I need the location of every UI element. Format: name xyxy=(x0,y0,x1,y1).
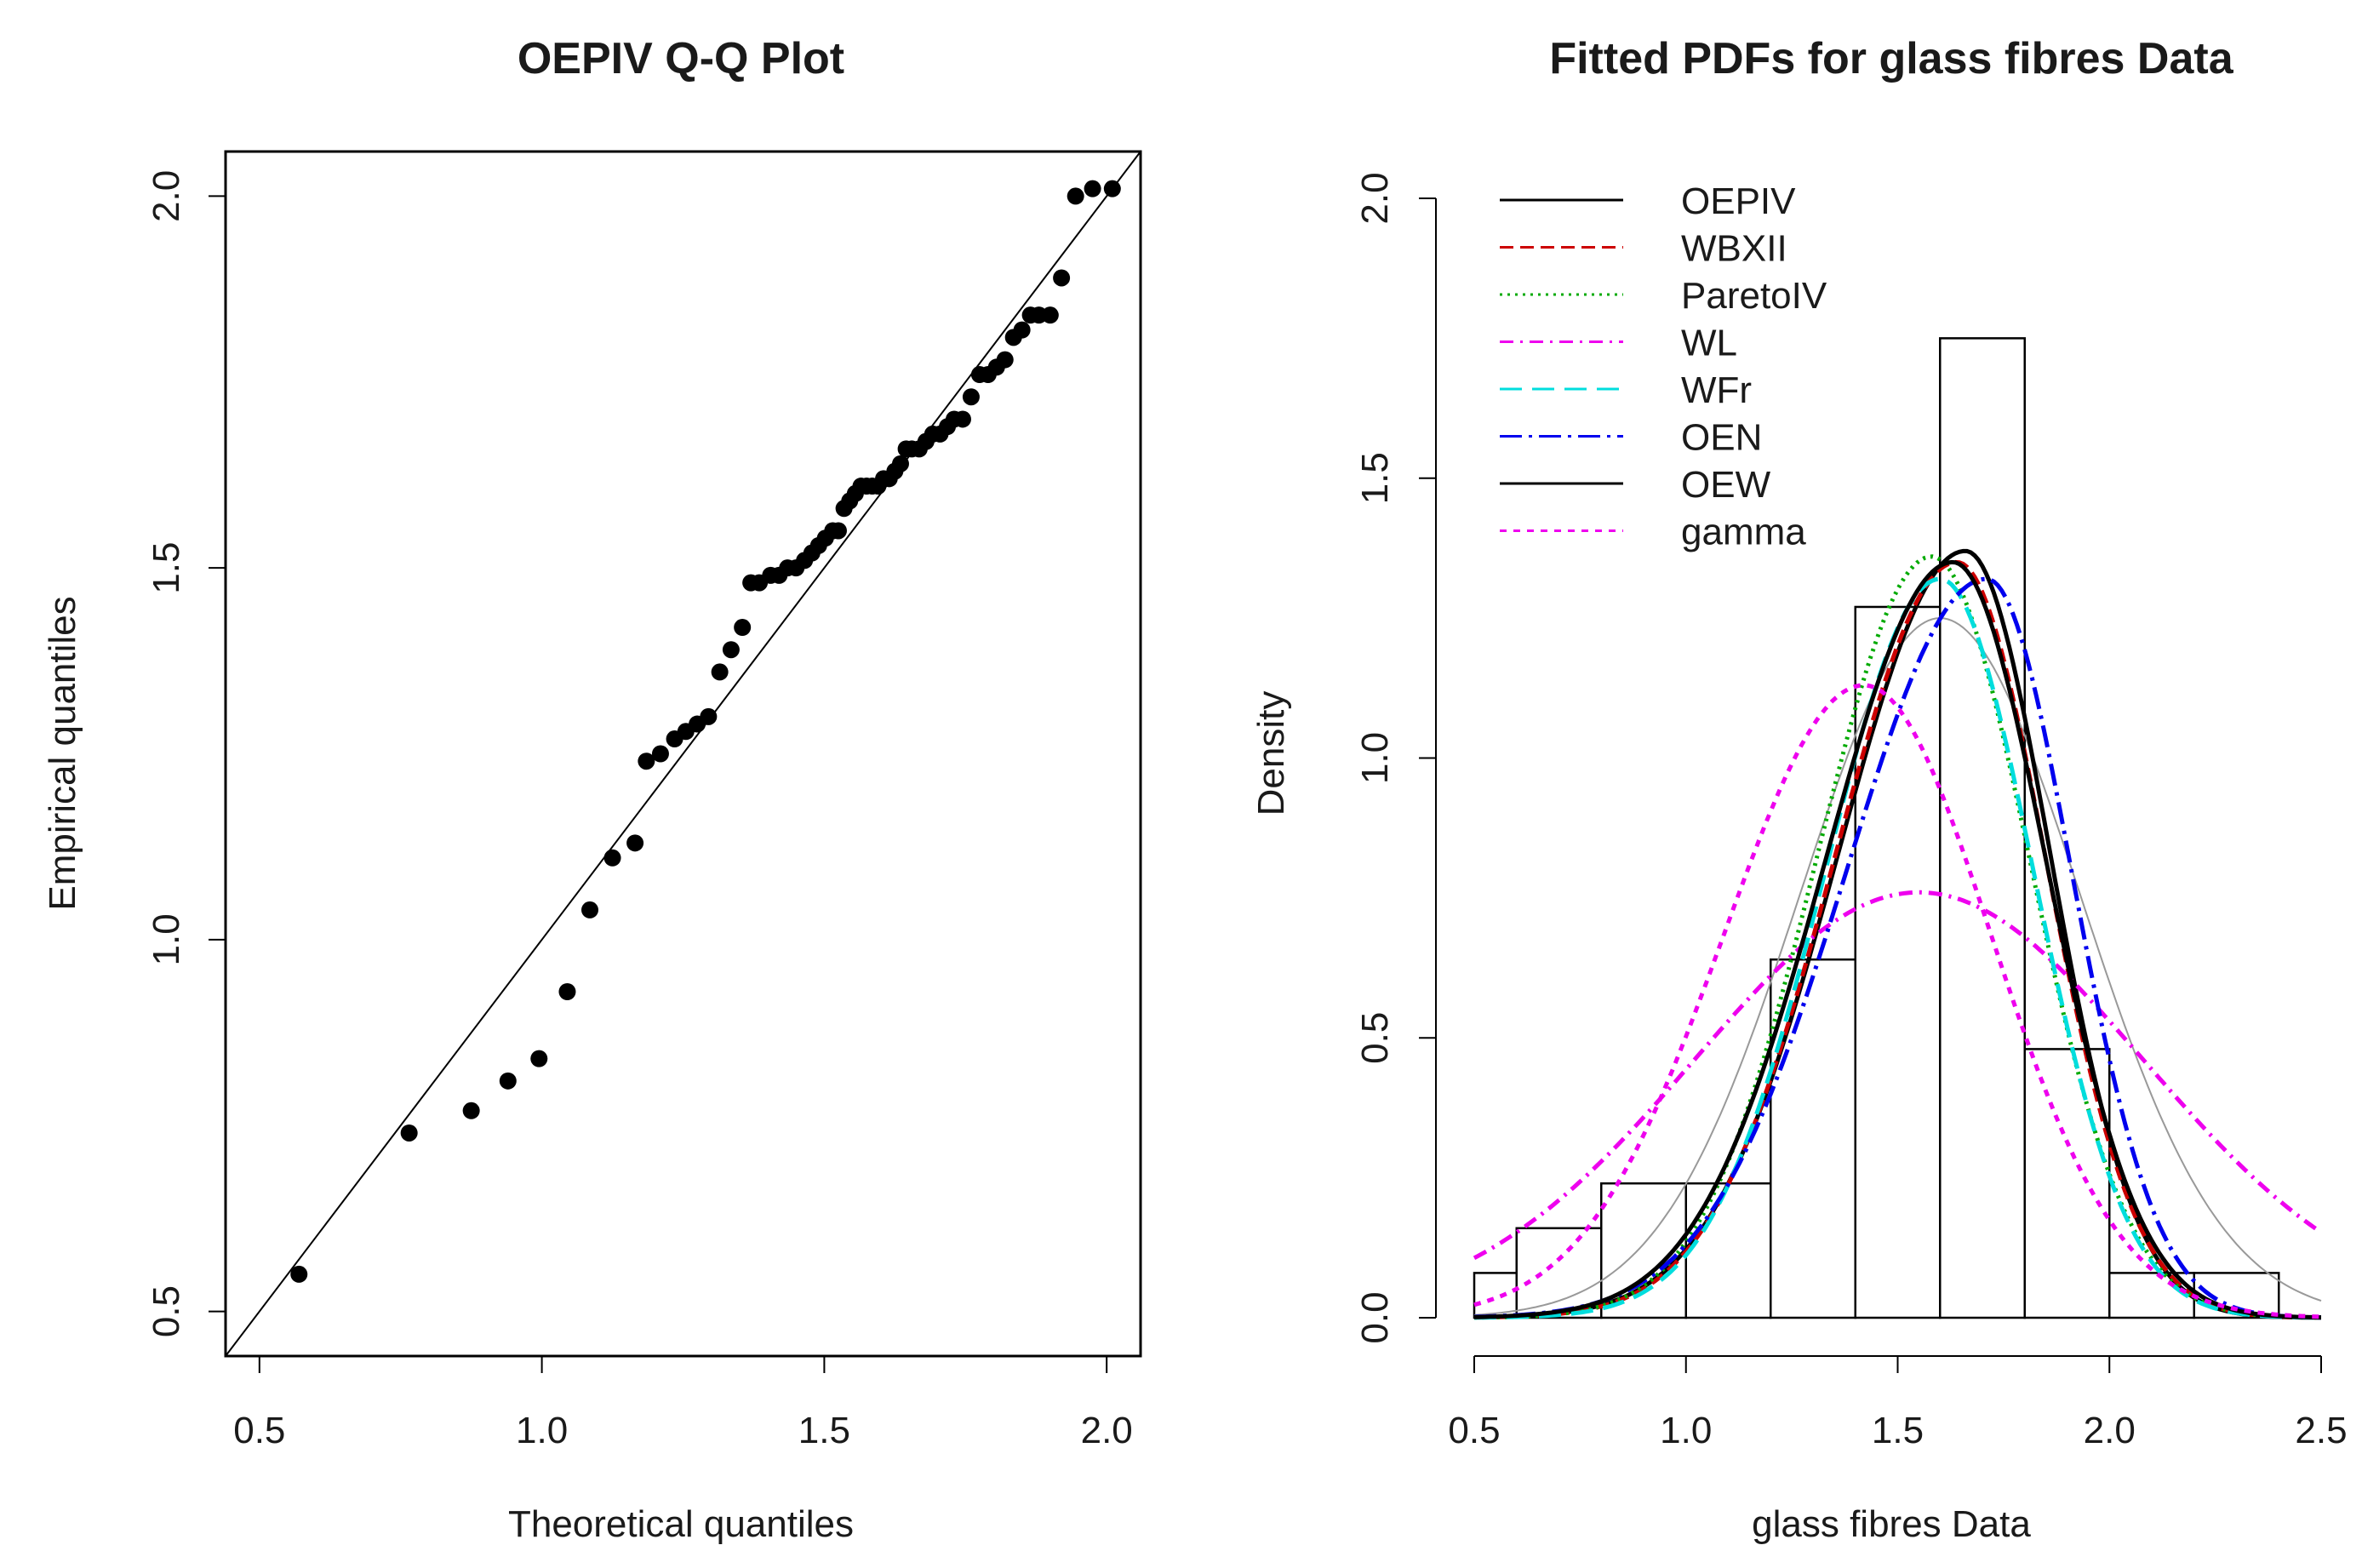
qq-point xyxy=(638,753,655,770)
qq-reference-line-group xyxy=(225,151,1141,1357)
pdf-x-tick-label: 2.0 xyxy=(2084,1410,2136,1451)
qq-point xyxy=(651,745,669,763)
qq-point xyxy=(290,1265,308,1283)
density-curve-wl xyxy=(1473,890,2323,1261)
pdf-x-tick-label: 2.5 xyxy=(2295,1410,2347,1451)
pdf-y-tick-label: 1.5 xyxy=(1354,452,1396,504)
density-curve-oew xyxy=(1473,559,2321,1320)
pdf-plot-panel: Fitted PDFs for glass fibres Data 0.5 1.0… xyxy=(1250,34,2348,1545)
pdf-y-tick-label: 1.0 xyxy=(1354,732,1396,784)
qq-y-tick-label: 1.5 xyxy=(146,542,187,594)
qq-x-tick-label: 1.0 xyxy=(516,1410,568,1451)
legend-label: OEN xyxy=(1681,417,1762,459)
qq-point xyxy=(1013,321,1031,339)
qq-point xyxy=(400,1124,418,1142)
qq-y-axis: 0.5 1.0 1.5 2.0 xyxy=(146,170,226,1337)
legend-label: WL xyxy=(1681,323,1737,364)
qq-y-tick-label: 2.0 xyxy=(146,170,187,222)
qq-x-tick-label: 0.5 xyxy=(233,1410,285,1451)
qq-point xyxy=(626,834,644,852)
qq-plot-title: OEPIV Q-Q Plot xyxy=(518,34,844,83)
qq-point xyxy=(953,410,971,428)
legend-label: OEW xyxy=(1681,464,1771,506)
qq-plot-panel: OEPIV Q-Q Plot 0.5 1.0 1.5 2.0 0.5 1.0 1.5 2.0… xyxy=(42,34,1142,1545)
pdf-y-tick-label: 0.5 xyxy=(1354,1012,1396,1064)
legend-label: WBXII xyxy=(1681,228,1787,270)
qq-x-axis: 0.5 1.0 1.5 2.0 xyxy=(233,1355,1133,1451)
pdf-x-axis-label: glass fibres Data xyxy=(1752,1503,2031,1545)
pdf-x-tick-label: 0.5 xyxy=(1448,1410,1500,1451)
qq-point xyxy=(1041,306,1059,324)
pdf-y-tick-label: 0.0 xyxy=(1354,1291,1396,1343)
pdf-x-tick-label: 1.5 xyxy=(1872,1410,1924,1451)
density-curves-group xyxy=(1473,548,2323,1320)
pdf-y-tick-label: 2.0 xyxy=(1354,172,1396,224)
qq-point xyxy=(891,455,909,472)
qq-point xyxy=(530,1050,548,1067)
qq-y-axis-label: Empirical quantiles xyxy=(42,596,83,910)
qq-x-tick-label: 2.0 xyxy=(1081,1410,1133,1451)
pdf-y-axis-label: Density xyxy=(1250,691,1292,816)
legend: OEPIV WBXII ParetoIV WL WFr OEN OEW gamma xyxy=(1500,180,1827,553)
qq-point xyxy=(711,663,729,681)
qq-point xyxy=(700,707,718,725)
density-curve-oen xyxy=(1473,576,2321,1320)
pdf-y-axis: 0.0 0.5 1.0 1.5 2.0 xyxy=(1354,172,1437,1344)
qq-point xyxy=(962,388,980,406)
qq-y-tick-label: 1.0 xyxy=(146,913,187,965)
histogram-bar xyxy=(2023,1048,2111,1319)
pdf-x-axis: 0.5 1.0 1.5 2.0 2.5 xyxy=(1448,1355,2348,1451)
pdf-plot-title: Fitted PDFs for glass fibres Data xyxy=(1549,34,2233,83)
legend-label: OEPIV xyxy=(1681,180,1796,222)
qq-point xyxy=(996,351,1014,369)
legend-label: ParetoIV xyxy=(1681,275,1827,317)
qq-x-tick-label: 1.5 xyxy=(798,1410,850,1451)
qq-point xyxy=(829,522,847,540)
legend-label: gamma xyxy=(1681,512,1806,553)
qq-points-group xyxy=(290,180,1121,1283)
qq-point xyxy=(603,849,621,867)
qq-point xyxy=(1067,187,1084,205)
qq-point xyxy=(1103,180,1121,197)
qq-point xyxy=(462,1102,480,1119)
qq-point xyxy=(722,641,740,659)
qq-point xyxy=(1084,180,1101,197)
pdf-x-tick-label: 1.0 xyxy=(1660,1410,1712,1451)
density-curve-wbxii xyxy=(1474,559,2321,1320)
qq-point xyxy=(499,1072,517,1090)
qq-y-tick-label: 0.5 xyxy=(146,1285,187,1337)
qq-point xyxy=(1053,269,1071,287)
qq-reference-line xyxy=(225,151,1141,1357)
density-curve-gamma xyxy=(1473,683,2322,1319)
legend-label: WFr xyxy=(1681,369,1752,411)
qq-point xyxy=(581,901,599,918)
qq-point xyxy=(558,983,576,1001)
qq-point xyxy=(734,619,752,637)
qq-x-axis-label: Theoretical quantiles xyxy=(508,1503,854,1545)
